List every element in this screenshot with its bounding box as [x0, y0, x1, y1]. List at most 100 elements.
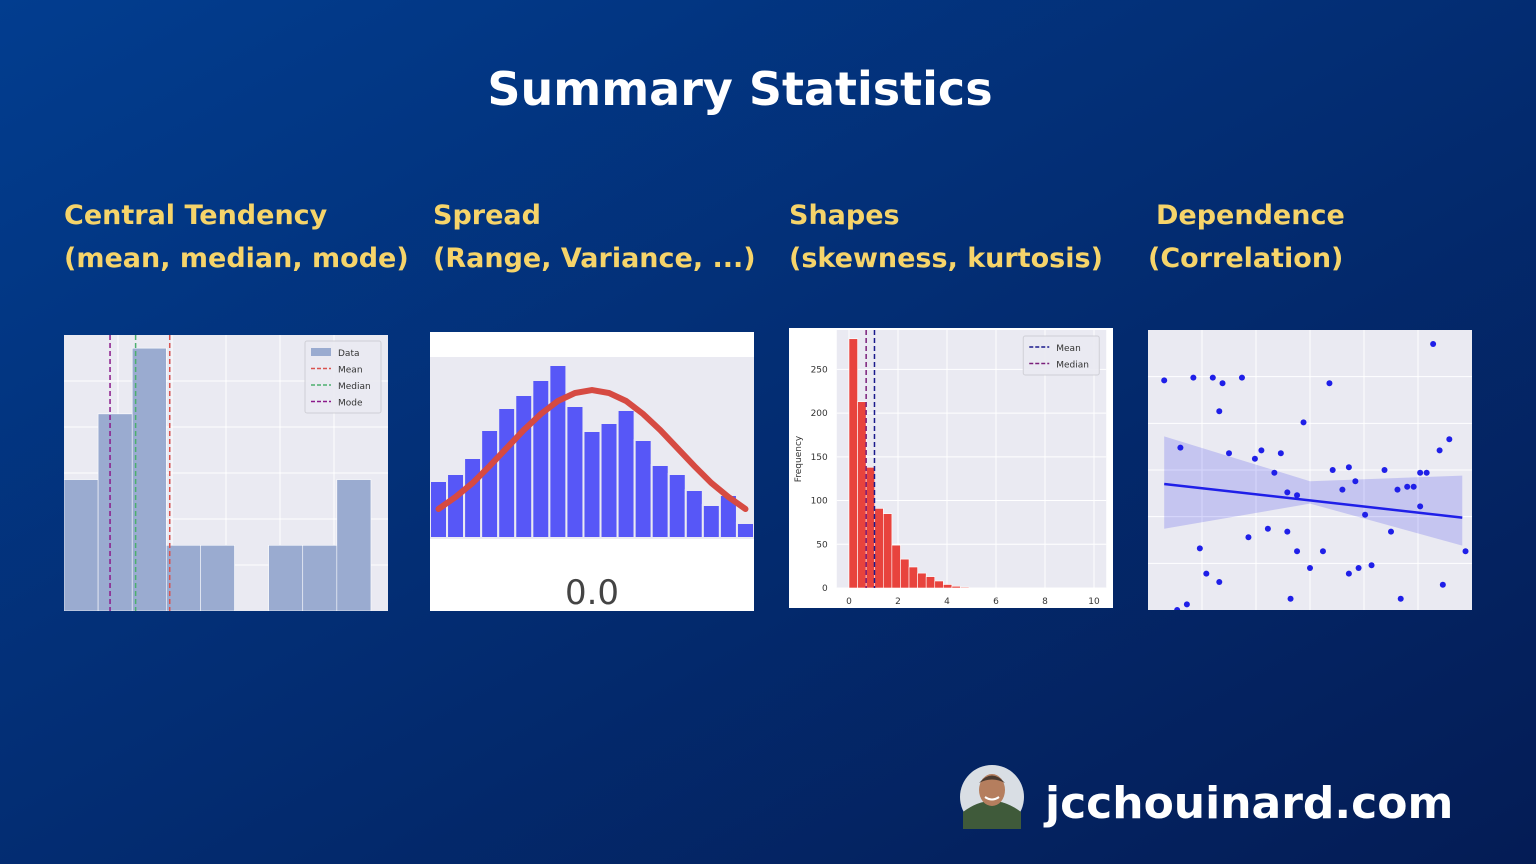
point — [1300, 419, 1307, 426]
bar — [848, 338, 858, 589]
bar — [302, 544, 338, 611]
chart-thumbnail: 0 50 100 150 200 250 0 2 4 6 8 10 Frequency Mean Media… — [789, 328, 1113, 608]
title: Summary Statistics — [487, 62, 992, 116]
bar — [97, 413, 133, 611]
point — [1423, 469, 1430, 476]
bar — [531, 379, 551, 539]
bar — [874, 508, 884, 589]
fit-curve — [435, 386, 749, 512]
point — [1329, 467, 1336, 473]
bar — [951, 585, 961, 589]
bar — [943, 584, 953, 589]
point — [1410, 483, 1417, 490]
point — [1277, 450, 1284, 457]
bar — [667, 473, 687, 539]
point — [1326, 380, 1333, 387]
point — [1287, 595, 1294, 602]
point — [1284, 489, 1291, 496]
section-subheading: (skewness, kurtosis) — [789, 243, 1103, 274]
legend-label: Median — [1056, 361, 1089, 371]
point — [1368, 562, 1375, 569]
y-tick-label: 50 — [816, 540, 828, 550]
bar — [582, 430, 602, 539]
bar — [633, 439, 653, 539]
point — [1352, 478, 1359, 485]
bar — [336, 479, 372, 611]
legend-label: Median — [338, 382, 371, 392]
point — [1216, 579, 1223, 585]
bar — [701, 504, 721, 539]
avatar — [960, 765, 1024, 829]
point — [1417, 503, 1424, 510]
point — [1177, 444, 1184, 451]
bar — [908, 566, 918, 589]
bar — [200, 544, 235, 611]
confidence-band — [1164, 436, 1463, 546]
bar — [480, 429, 500, 539]
point — [1284, 528, 1291, 535]
bar — [64, 479, 99, 611]
section-subheading: (Correlation) — [1148, 243, 1343, 274]
section-heading: Central Tendency — [64, 200, 328, 231]
point — [1209, 374, 1216, 381]
section-subheading: (mean, median, mode) — [64, 243, 409, 274]
bar — [514, 394, 534, 539]
bar — [616, 409, 636, 539]
point — [1161, 377, 1168, 384]
y-tick-label: 100 — [811, 497, 828, 507]
x-tick-label: 0.0 — [565, 573, 619, 613]
bar — [917, 572, 927, 589]
bar — [857, 401, 867, 589]
bar — [166, 544, 201, 611]
chart-thumbnail: Data Mean Median Mode — [64, 335, 388, 611]
point — [1388, 528, 1394, 535]
x-tick-label: 8 — [1042, 597, 1048, 607]
legend-label: Mode — [338, 399, 363, 409]
point — [1190, 374, 1197, 381]
bar — [735, 522, 754, 539]
regression-line — [1164, 482, 1463, 519]
bar — [650, 464, 670, 539]
point — [1397, 595, 1404, 602]
bar — [934, 580, 944, 589]
point — [1216, 408, 1223, 415]
x-tick-label: 4 — [944, 597, 950, 607]
x-tick-label: 6 — [993, 597, 999, 607]
point — [1245, 534, 1252, 541]
legend-box — [304, 340, 382, 414]
section-heading: Shapes — [789, 200, 900, 231]
bar — [463, 457, 483, 539]
bar — [446, 473, 466, 539]
point — [1319, 548, 1326, 555]
point — [1219, 380, 1226, 387]
x-tick-label: 0 — [846, 597, 852, 607]
point — [1394, 486, 1401, 493]
site-name: jcchouinard.com — [1043, 778, 1453, 829]
point — [1446, 436, 1453, 443]
point — [1264, 525, 1271, 532]
bar — [548, 364, 568, 539]
y-tick-label: 250 — [811, 365, 828, 375]
x-tick-label: 2 — [895, 597, 901, 607]
bar — [960, 586, 970, 589]
point — [1417, 469, 1424, 476]
legend-swatch — [311, 348, 331, 356]
point — [1430, 341, 1437, 347]
bar — [497, 407, 517, 539]
point — [1183, 601, 1190, 608]
point — [1355, 565, 1362, 571]
y-axis-label: Frequency — [794, 435, 804, 482]
bar — [599, 422, 619, 539]
point — [1294, 492, 1301, 499]
point — [1362, 511, 1369, 518]
point — [1436, 447, 1443, 454]
point — [1226, 450, 1232, 457]
y-tick-label: 0 — [822, 584, 828, 594]
point — [1345, 464, 1352, 471]
point — [1439, 581, 1446, 588]
point — [1196, 545, 1203, 552]
legend-label: Mean — [1056, 344, 1081, 354]
point — [1462, 548, 1469, 555]
point — [1345, 570, 1352, 577]
